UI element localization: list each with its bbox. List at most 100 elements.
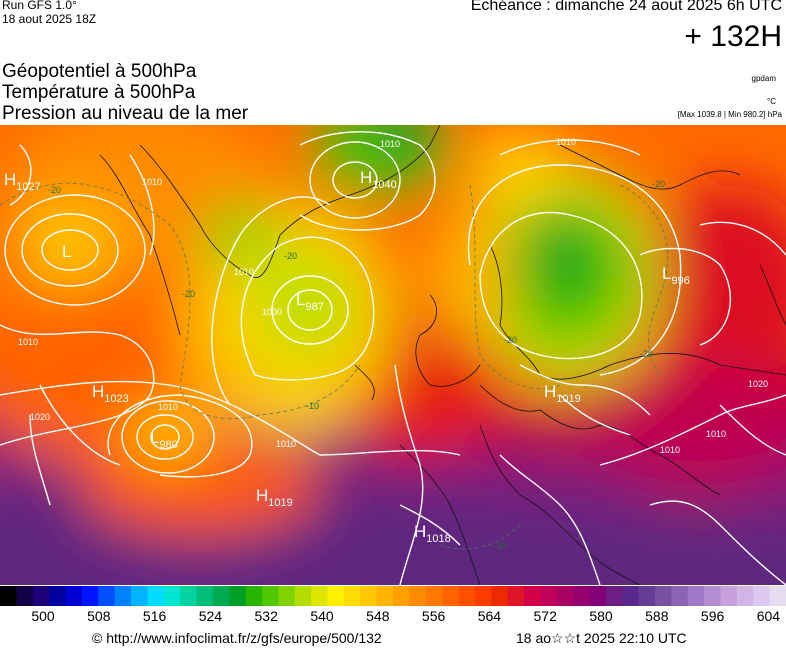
color-swatch-23 [376, 586, 394, 606]
color-swatch-36 [589, 586, 607, 606]
isobar-label-3: 1010 [234, 267, 254, 277]
scale-tick-604: 604 [756, 608, 781, 624]
color-swatch-43 [704, 586, 722, 606]
scale-tick-508: 508 [87, 608, 111, 624]
color-swatch-41 [671, 586, 689, 606]
credit-url: © http://www.infoclimat.fr/z/gfs/europe/… [92, 630, 382, 646]
scale-tick-540: 540 [310, 608, 334, 624]
scale-tick-532: 532 [254, 608, 278, 624]
color-swatch-12 [196, 586, 214, 606]
run-label: Run GFS 1.0° [2, 0, 77, 12]
color-swatch-11 [180, 586, 198, 606]
lead-time: + 132H [684, 20, 782, 53]
temperature-label-1: -20 [182, 289, 195, 299]
color-scale-ticks: 500 508 516 524 532 540 548 556 564 572 580 588 596 6… [0, 608, 786, 628]
color-swatch-37 [605, 586, 623, 606]
temperature-label-5: -10 [494, 541, 507, 551]
scale-tick-564: 564 [477, 608, 502, 624]
color-swatch-44 [720, 586, 738, 606]
color-swatch-22 [360, 586, 378, 606]
weather-map: H1027LH1040L987L996H1023L980H1019H1019H1… [0, 125, 786, 585]
color-swatch-6 [98, 586, 116, 606]
color-swatch-45 [736, 586, 754, 606]
isobar-label-0: 1010 [18, 337, 38, 347]
color-swatch-26 [425, 586, 443, 606]
color-swatch-14 [229, 586, 247, 606]
scale-tick-556: 556 [421, 608, 446, 624]
isobar-label-7: 1010 [556, 137, 576, 147]
color-swatch-31 [507, 586, 525, 606]
color-swatch-39 [638, 586, 656, 606]
scale-tick-580: 580 [589, 608, 613, 624]
color-swatch-4 [65, 586, 83, 606]
isobar-label-2: 1000 [262, 307, 282, 317]
scale-tick-548: 548 [366, 608, 390, 624]
title-pressure: Pression au niveau de la mer [2, 103, 249, 124]
color-swatch-33 [540, 586, 558, 606]
pressure-center-1: L [62, 242, 71, 261]
color-swatch-21 [343, 586, 361, 606]
color-swatch-9 [147, 586, 165, 606]
scale-tick-500: 500 [31, 608, 55, 624]
color-swatch-46 [753, 586, 771, 606]
scale-tick-516: 516 [142, 608, 167, 624]
generation-date: 18 ao☆☆t 2025 22:10 UTC [516, 630, 687, 646]
color-swatch-32 [524, 586, 541, 606]
color-swatch-8 [131, 586, 148, 606]
color-swatch-29 [474, 586, 492, 606]
isobar-label-9: 1020 [748, 379, 768, 389]
color-swatch-7 [114, 586, 132, 606]
isobar-label-1: 1020 [30, 412, 50, 422]
color-swatch-15 [245, 586, 263, 606]
scale-tick-572: 572 [533, 608, 557, 624]
temperature-label-6: -20 [504, 335, 517, 345]
color-swatch-1 [16, 586, 34, 606]
isobar-label-5: 1010 [276, 439, 296, 449]
color-swatch-5 [81, 586, 99, 606]
run-time: 18 aout 2025 18Z [2, 12, 97, 26]
color-swatch-38 [622, 586, 640, 606]
temperature-label-4: -10 [306, 401, 319, 411]
pressure-extremes: [Max 1039.8 | Min 980.2] hPa [677, 110, 782, 119]
color-swatch-24 [393, 586, 410, 606]
isobar-label-4: 1010 [158, 402, 178, 412]
color-swatch-16 [262, 586, 279, 606]
temperature-label-2: -20 [284, 251, 297, 261]
geopotential-field [0, 125, 786, 585]
unit-celsius: °C [767, 97, 776, 106]
color-swatch-27 [442, 586, 460, 606]
isobar-label-11: 1010 [142, 177, 162, 187]
color-swatch-25 [409, 586, 427, 606]
color-swatch-19 [311, 586, 329, 606]
isobar-labels: 1010 1020 1000 1010 1010 1010 1010 1010 1010 1020… [18, 137, 768, 455]
color-swatch-13 [212, 586, 230, 606]
color-swatch-3 [49, 586, 67, 606]
color-swatch-34 [556, 586, 574, 606]
color-scale [0, 586, 786, 606]
color-swatch-10 [163, 586, 181, 606]
unit-gpdam: gpdam [751, 74, 776, 83]
color-swatch-0 [0, 586, 17, 606]
color-swatch-20 [327, 586, 345, 606]
scale-tick-596: 596 [700, 608, 725, 624]
color-swatch-35 [573, 586, 591, 606]
temperature-label-7: -20 [640, 349, 653, 359]
scale-tick-524: 524 [198, 608, 223, 624]
color-swatch-17 [278, 586, 296, 606]
isobar-label-6: 1010 [380, 139, 400, 149]
color-swatch-47 [769, 586, 786, 606]
color-swatch-18 [294, 586, 312, 606]
temperature-labels: -20 -20 -20 -20 -10 -10 -20 -20 [48, 179, 665, 551]
temperature-label-3: -20 [652, 179, 665, 189]
color-swatch-28 [458, 586, 476, 606]
isobars [0, 131, 786, 585]
scale-tick-588: 588 [645, 608, 669, 624]
temperature-label-0: -20 [48, 185, 61, 195]
title-geopotential: Géopotentiel à 500hPa [2, 61, 197, 82]
color-swatch-2 [32, 586, 50, 606]
validity-time: Echéance : dimanche 24 aout 2025 6h UTC [470, 0, 782, 14]
title-temperature: Température à 500hPa [2, 82, 196, 103]
color-swatch-40 [655, 586, 672, 606]
isobar-label-8: 1010 [660, 445, 680, 455]
color-swatch-30 [491, 586, 509, 606]
